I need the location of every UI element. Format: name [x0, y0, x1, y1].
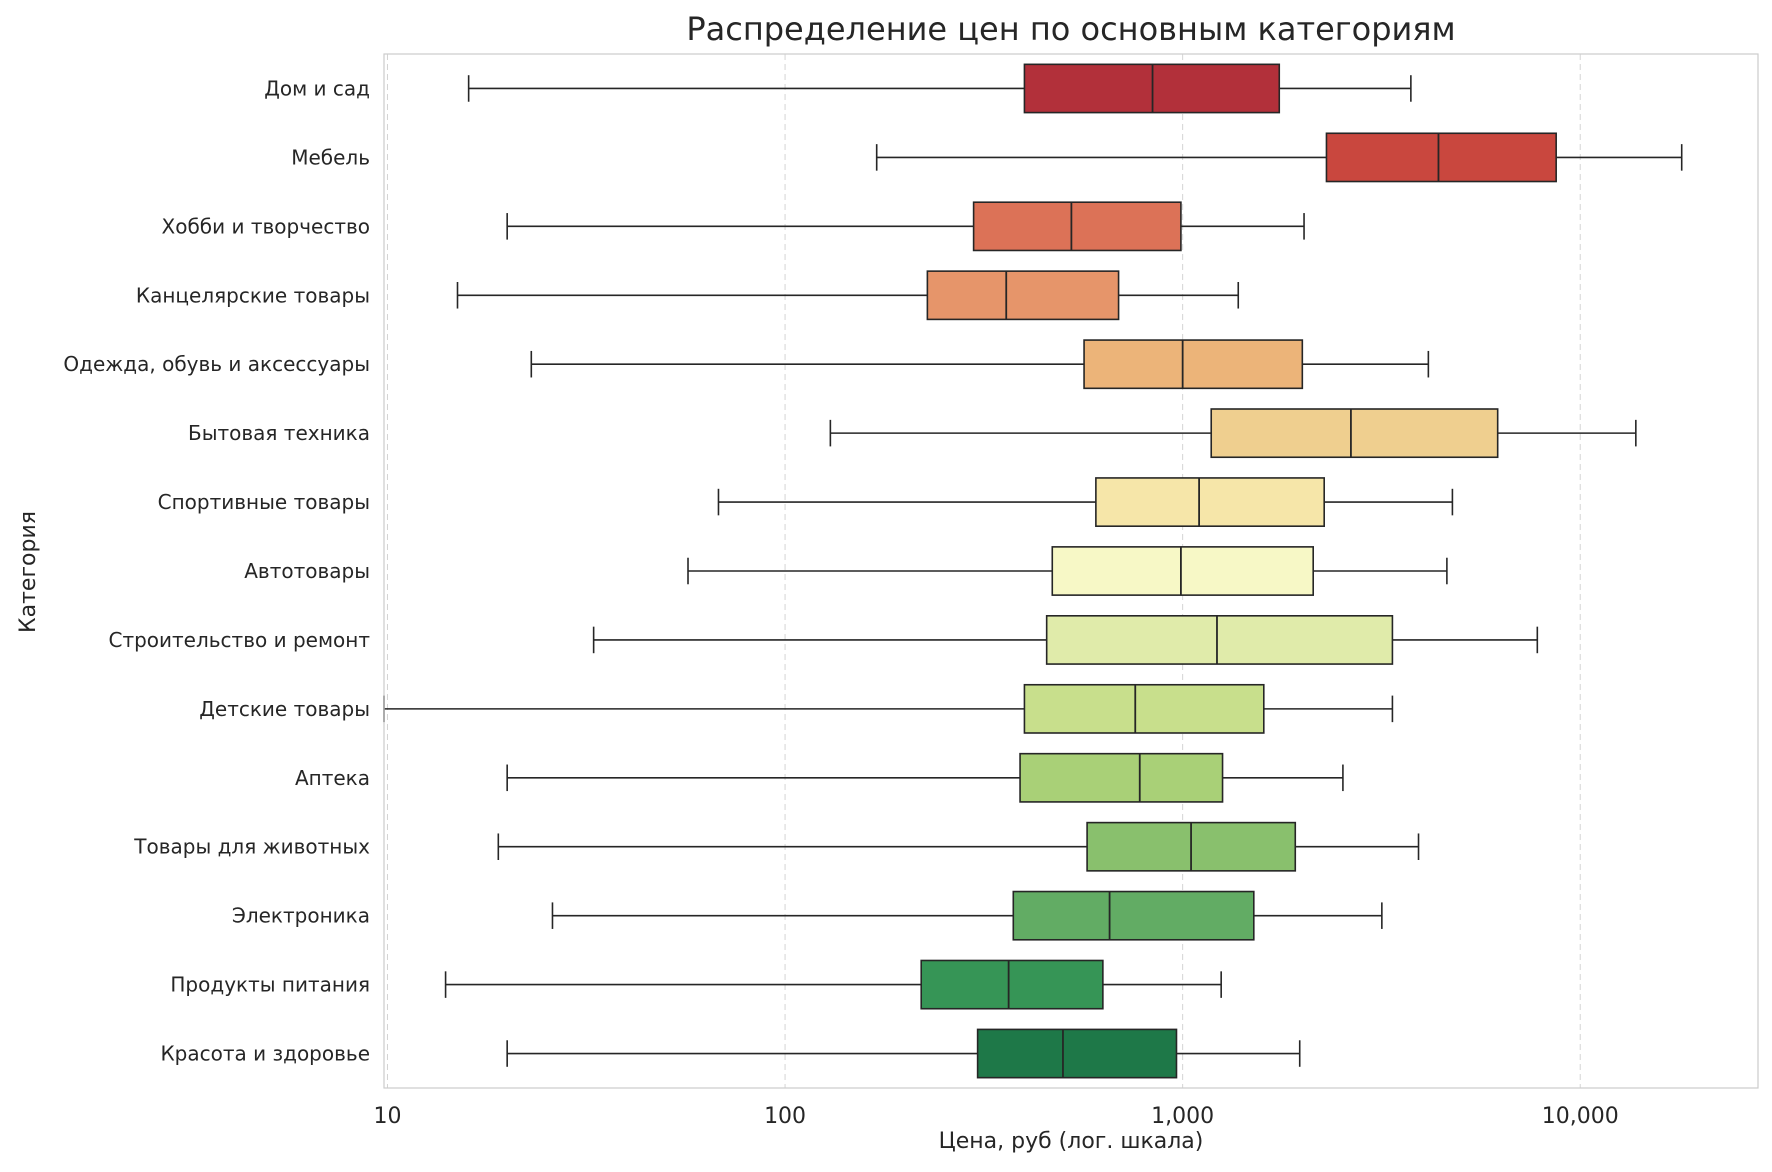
boxes-layer [383, 63, 1683, 1079]
category-label: Мебель [291, 145, 370, 169]
box-group [829, 408, 1637, 459]
category-label: Одежда, обувь и аксессуары [63, 352, 370, 376]
box-group [456, 270, 1240, 321]
box-iqr [1210, 408, 1499, 459]
y-axis-label: Категория [16, 511, 41, 633]
category-label: Красота и здоровье [160, 1042, 370, 1066]
x-tick-label: 100 [764, 1104, 806, 1129]
box-group [506, 1028, 1301, 1079]
box-iqr [976, 1028, 1178, 1079]
box-iqr [926, 270, 1120, 321]
box-iqr [1325, 132, 1557, 183]
category-label: Спортивные товары [158, 490, 370, 514]
box-group [687, 546, 1448, 596]
category-label: Хобби и творчество [162, 214, 370, 238]
box-iqr [1051, 546, 1314, 596]
category-label: Канцелярские товары [136, 283, 370, 307]
box-group [875, 132, 1683, 183]
box-group [592, 615, 1539, 665]
plot-frame [383, 53, 1759, 1089]
box-group [506, 201, 1305, 252]
category-label: Дом и сад [264, 76, 370, 100]
category-labels: Дом и сад Мебель Хобби и творчество Канцеля… [63, 76, 370, 1065]
x-tick-labels: 10 100 1,000 10,000 [373, 1104, 1618, 1129]
box-group [551, 890, 1383, 941]
x-tick-label: 10 [373, 1104, 401, 1129]
box-group [717, 477, 1454, 527]
box-group [506, 752, 1344, 803]
box-iqr [972, 201, 1182, 252]
box-iqr [1019, 752, 1224, 803]
box-iqr [1023, 683, 1265, 734]
box-group [444, 959, 1222, 1010]
box-iqr [920, 959, 1104, 1010]
category-label: Строительство и ремонт [108, 628, 370, 652]
box-iqr [1045, 615, 1394, 665]
box-iqr [1083, 339, 1304, 390]
category-label: Детские товары [199, 697, 370, 721]
category-label: Бытовая техника [188, 421, 370, 445]
box-iqr [1012, 890, 1255, 941]
x-axis-label: Цена, руб (лог. шкала) [939, 1129, 1204, 1154]
x-tick-label: 10,000 [1542, 1104, 1619, 1129]
box-group [467, 63, 1412, 114]
chart-title: Распределение цен по основным категориям [686, 10, 1455, 48]
x-tick-label: 1,000 [1151, 1104, 1214, 1129]
box-group [383, 683, 1394, 734]
box-iqr [1095, 477, 1325, 527]
category-label: Продукты питания [170, 973, 370, 997]
box-group [530, 339, 1430, 390]
category-label: Автотовары [244, 559, 370, 583]
box-group [497, 821, 1420, 872]
category-label: Электроника [232, 904, 370, 928]
category-label: Аптека [295, 766, 370, 790]
category-label: Товары для животных [133, 835, 370, 859]
